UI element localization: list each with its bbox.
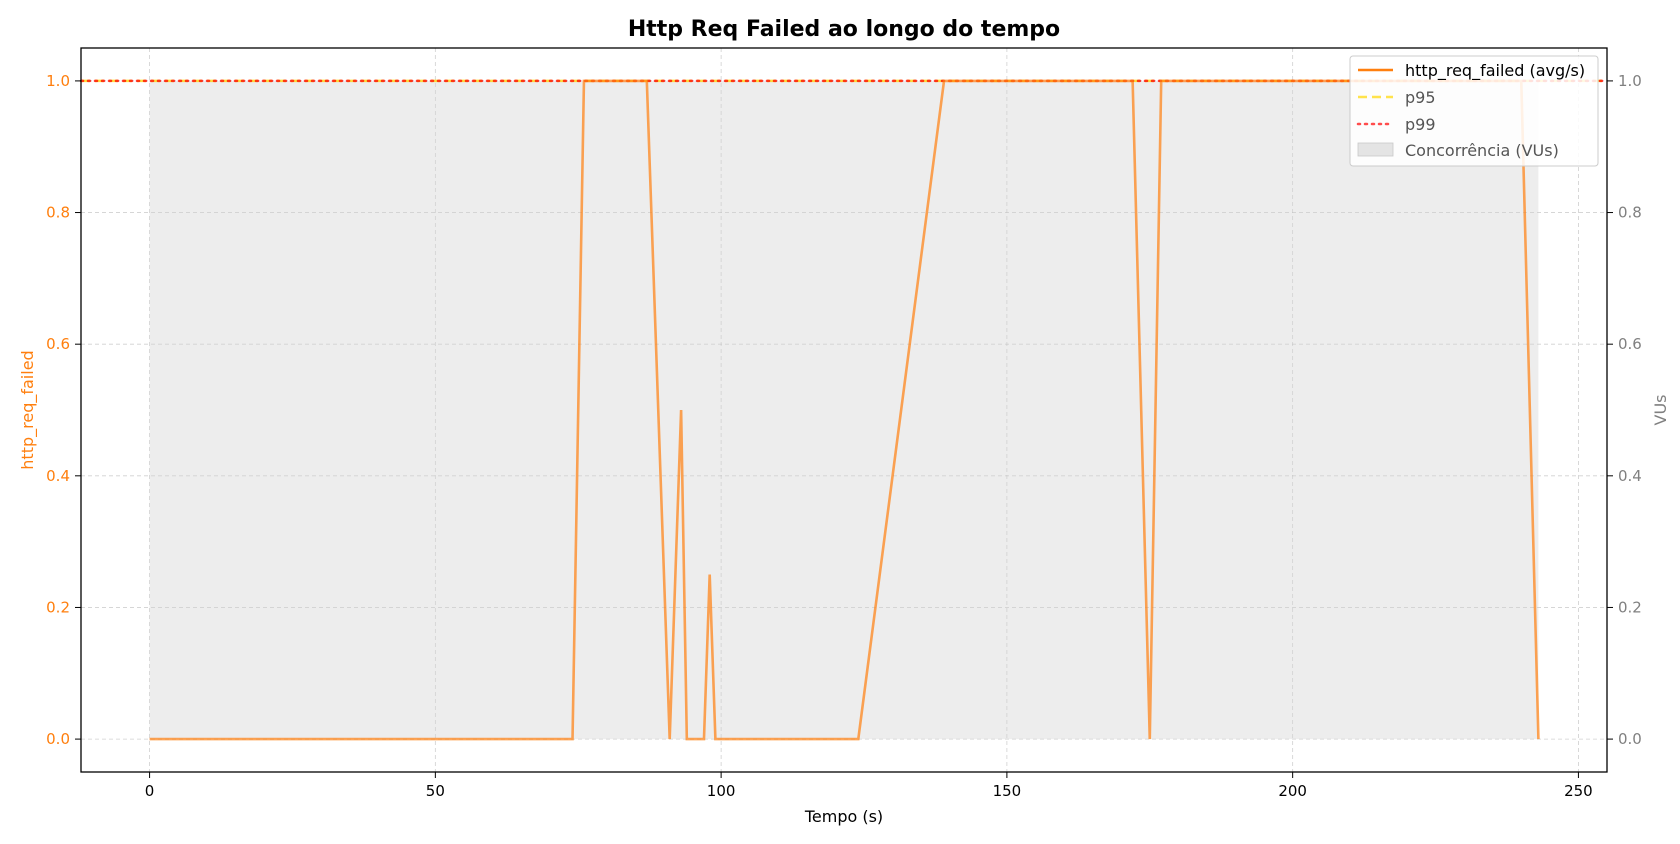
x-tick-label: 250 — [1564, 782, 1593, 800]
legend: http_req_failed (avg/s) p95 p99 Concorrê… — [1350, 56, 1598, 166]
y-tick-label-right: 0.4 — [1618, 467, 1642, 485]
y-tick-label-right: 1.0 — [1618, 72, 1642, 90]
y-axis-label-right: VUs — [1651, 395, 1670, 426]
y-tick-label-left: 1.0 — [46, 72, 70, 90]
y-tick-label-left: 0.2 — [46, 598, 70, 616]
y-tick-label-right: 0.0 — [1618, 730, 1642, 748]
chart-title: Http Req Failed ao longo do tempo — [628, 17, 1060, 42]
y-tick-label-left: 0.4 — [46, 467, 70, 485]
y-tick-label-left: 0.6 — [46, 335, 70, 353]
x-tick-label: 150 — [993, 782, 1022, 800]
legend-label-main: http_req_failed (avg/s) — [1405, 61, 1585, 81]
legend-label-p95: p95 — [1405, 88, 1436, 107]
y-axis-label-left: http_req_failed — [18, 350, 38, 469]
vus-area — [150, 81, 1539, 739]
legend-label-vus: Concorrência (VUs) — [1405, 141, 1559, 160]
x-tick-label: 200 — [1278, 782, 1307, 800]
x-tick-label: 0 — [145, 782, 155, 800]
y-tick-label-left: 0.8 — [46, 204, 70, 222]
y-tick-label-right: 0.8 — [1618, 204, 1642, 222]
legend-swatch-vus — [1358, 143, 1393, 156]
y-tick-label-right: 0.2 — [1618, 598, 1642, 616]
vus-area-layer — [150, 81, 1539, 739]
x-tick-label: 50 — [426, 782, 445, 800]
legend-label-p99: p99 — [1405, 115, 1436, 134]
x-tick-label: 100 — [707, 782, 736, 800]
y-tick-label-right: 0.6 — [1618, 335, 1642, 353]
x-axis-label: Tempo (s) — [804, 807, 883, 826]
y-tick-label-left: 0.0 — [46, 730, 70, 748]
